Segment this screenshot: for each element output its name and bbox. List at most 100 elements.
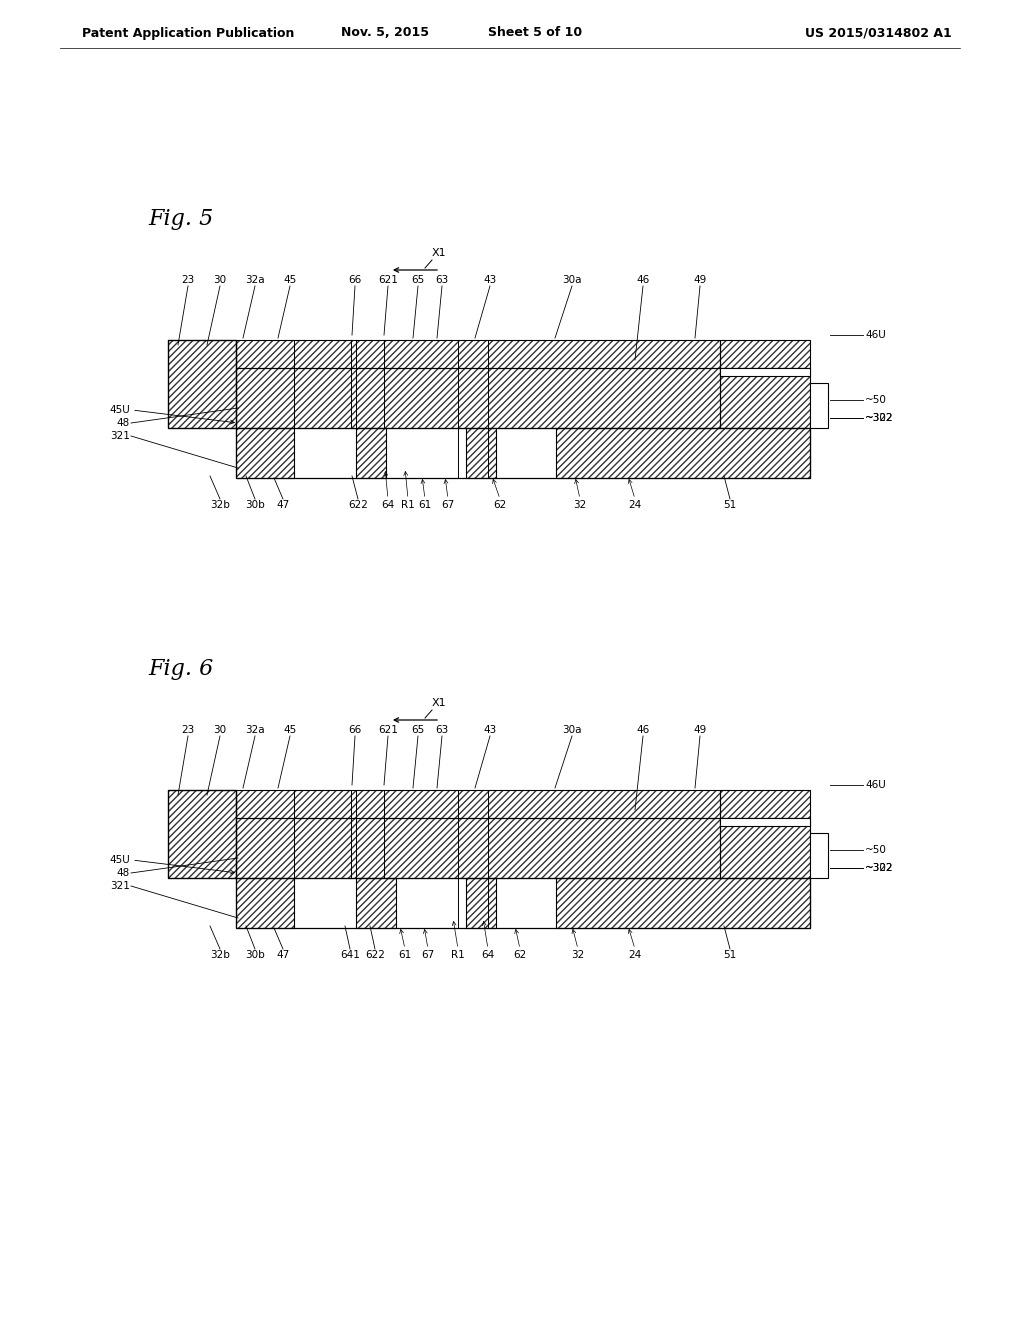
Bar bbox=[236, 368, 720, 428]
Bar bbox=[236, 789, 720, 818]
Bar bbox=[168, 341, 236, 428]
Bar bbox=[720, 818, 810, 878]
Text: 48: 48 bbox=[117, 869, 130, 878]
Text: Patent Application Publication: Patent Application Publication bbox=[82, 26, 294, 40]
Text: 45: 45 bbox=[284, 725, 297, 735]
Text: ~322: ~322 bbox=[865, 413, 894, 422]
Bar bbox=[466, 878, 496, 928]
Text: 32b: 32b bbox=[210, 500, 230, 510]
Bar bbox=[810, 833, 828, 878]
Text: Sheet 5 of 10: Sheet 5 of 10 bbox=[488, 26, 582, 40]
Text: 30b: 30b bbox=[245, 500, 265, 510]
Text: 30b: 30b bbox=[245, 950, 265, 960]
Bar bbox=[720, 818, 810, 826]
Text: 66: 66 bbox=[348, 725, 361, 735]
Text: 64: 64 bbox=[381, 500, 394, 510]
Bar bbox=[810, 383, 828, 428]
Bar bbox=[720, 341, 810, 368]
Text: 61: 61 bbox=[398, 950, 412, 960]
Text: X1: X1 bbox=[432, 248, 446, 257]
Text: 63: 63 bbox=[435, 725, 449, 735]
Text: 47: 47 bbox=[276, 500, 290, 510]
Text: US 2015/0314802 A1: US 2015/0314802 A1 bbox=[805, 26, 951, 40]
Text: 46U: 46U bbox=[865, 330, 886, 341]
Bar bbox=[720, 368, 810, 428]
Text: 24: 24 bbox=[629, 950, 642, 960]
Text: 51: 51 bbox=[723, 950, 736, 960]
Bar bbox=[356, 428, 386, 478]
Text: 622: 622 bbox=[366, 950, 385, 960]
Text: 30a: 30a bbox=[562, 275, 582, 285]
Text: 62: 62 bbox=[494, 500, 507, 510]
Text: 621: 621 bbox=[378, 725, 398, 735]
Text: 47: 47 bbox=[276, 950, 290, 960]
Bar bbox=[236, 428, 294, 478]
Text: 23: 23 bbox=[181, 275, 195, 285]
Text: Fig. 5: Fig. 5 bbox=[148, 209, 213, 230]
Bar bbox=[720, 368, 810, 428]
Text: 66: 66 bbox=[348, 275, 361, 285]
Bar bbox=[720, 789, 810, 818]
Text: 43: 43 bbox=[483, 275, 497, 285]
Text: 622: 622 bbox=[348, 500, 368, 510]
Bar bbox=[466, 428, 496, 478]
Bar bbox=[556, 428, 810, 478]
Text: 32: 32 bbox=[573, 500, 587, 510]
Text: 30a: 30a bbox=[562, 725, 582, 735]
Bar bbox=[168, 341, 236, 428]
Bar bbox=[720, 341, 810, 368]
Text: 43: 43 bbox=[483, 725, 497, 735]
Bar bbox=[356, 428, 386, 478]
Text: 65: 65 bbox=[412, 725, 425, 735]
Text: 30: 30 bbox=[213, 725, 226, 735]
Text: ~322: ~322 bbox=[865, 863, 894, 873]
Text: Nov. 5, 2015: Nov. 5, 2015 bbox=[341, 26, 429, 40]
Text: 67: 67 bbox=[441, 500, 455, 510]
Text: 46: 46 bbox=[636, 275, 649, 285]
Bar bbox=[236, 428, 294, 478]
Text: 32a: 32a bbox=[245, 725, 265, 735]
Text: ~302: ~302 bbox=[865, 863, 894, 873]
Text: Fig. 6: Fig. 6 bbox=[148, 657, 213, 680]
Bar bbox=[236, 368, 720, 428]
Bar bbox=[236, 878, 294, 928]
Text: R1: R1 bbox=[452, 950, 465, 960]
Text: 48: 48 bbox=[117, 418, 130, 428]
Text: 23: 23 bbox=[181, 725, 195, 735]
Bar bbox=[168, 789, 236, 878]
Bar bbox=[168, 789, 236, 878]
Text: 32a: 32a bbox=[245, 275, 265, 285]
Text: 46U: 46U bbox=[865, 780, 886, 789]
Bar bbox=[236, 878, 294, 928]
Text: 621: 621 bbox=[378, 275, 398, 285]
Bar bbox=[356, 878, 396, 928]
Text: 65: 65 bbox=[412, 275, 425, 285]
Text: 61: 61 bbox=[419, 500, 432, 510]
Bar bbox=[556, 428, 810, 478]
Text: 30: 30 bbox=[213, 275, 226, 285]
Bar bbox=[236, 341, 720, 368]
Bar bbox=[720, 818, 810, 878]
Text: 46: 46 bbox=[636, 725, 649, 735]
Bar bbox=[556, 878, 810, 928]
Text: 32b: 32b bbox=[210, 950, 230, 960]
Text: 67: 67 bbox=[421, 950, 434, 960]
Text: 49: 49 bbox=[693, 275, 707, 285]
Text: ~50: ~50 bbox=[865, 395, 887, 405]
Bar bbox=[356, 878, 396, 928]
Bar bbox=[236, 789, 720, 818]
Bar bbox=[236, 428, 810, 478]
Bar bbox=[466, 428, 496, 478]
Bar bbox=[720, 789, 810, 818]
Bar bbox=[236, 818, 720, 878]
Text: 62: 62 bbox=[513, 950, 526, 960]
Bar bbox=[556, 878, 810, 928]
Bar bbox=[466, 878, 496, 928]
Bar bbox=[720, 368, 810, 376]
Text: 45U: 45U bbox=[110, 405, 130, 414]
Text: 45: 45 bbox=[284, 275, 297, 285]
Bar bbox=[236, 878, 810, 928]
Text: 49: 49 bbox=[693, 725, 707, 735]
Text: 321: 321 bbox=[111, 432, 130, 441]
Text: 45U: 45U bbox=[110, 855, 130, 865]
